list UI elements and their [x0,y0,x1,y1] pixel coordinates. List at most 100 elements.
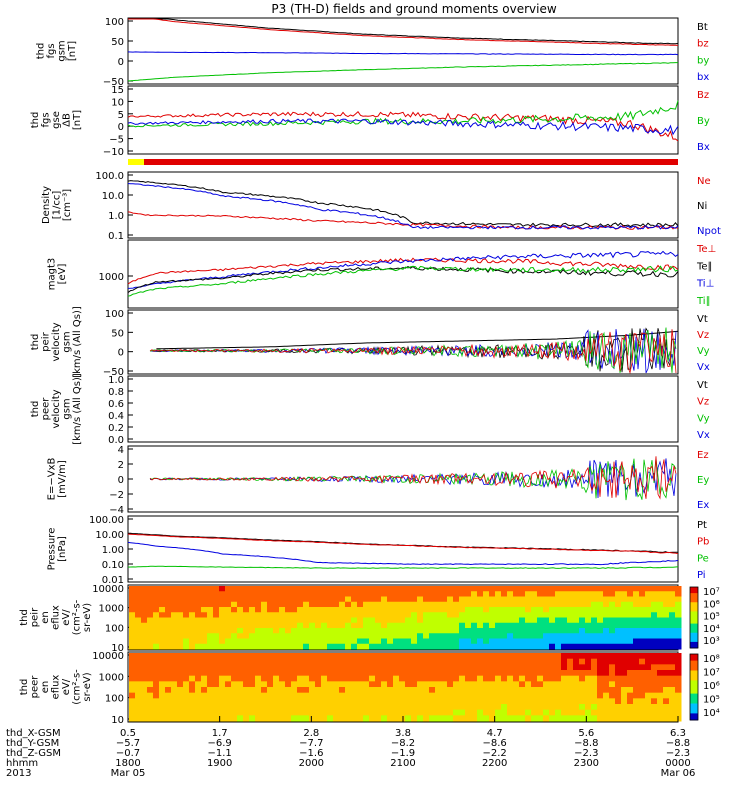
heatmap-cell [219,709,226,716]
heatmap-cell [363,622,370,629]
heatmap-cell [237,612,244,618]
heatmap-cell [537,633,544,639]
heatmap-cell [573,617,580,624]
heatmap-cell [501,687,508,694]
heatmap-cell [549,692,556,699]
heatmap-cell [483,622,490,629]
heatmap-cell [255,596,262,603]
heatmap-cell [315,596,322,603]
heatmap-cell [375,586,382,592]
heatmap-cell [213,670,220,677]
heatmap-cell [531,638,538,645]
x-tick-label-x: 1.7 [212,728,228,739]
heatmap-cell [231,601,238,608]
heatmap-cell [513,664,520,671]
heatmap-cell [315,675,322,682]
heatmap-cell [381,658,388,665]
heatmap-cell [609,643,616,650]
heatmap-cell [213,591,220,597]
heatmap-cell [609,628,616,634]
heatmap-cell [321,596,328,603]
heatmap-cell [201,586,208,592]
heatmap-cell [393,687,400,694]
heatmap-cell [345,596,352,603]
heatmap-cell [531,670,538,677]
heatmap-cell [549,658,556,665]
heatmap-cell [567,681,574,688]
y-tick-label: 100.00 [89,515,124,526]
heatmap-cell [447,612,454,618]
heatmap-cell [561,681,568,688]
heatmap-cell [561,687,568,694]
heatmap-cell [501,670,508,677]
heatmap-cell [525,698,532,705]
heatmap-cell [327,675,334,682]
heatmap-cell [597,596,604,603]
heatmap-cell [531,622,538,629]
x-tick-label-y: −7.7 [299,738,323,749]
heatmap-cell [159,704,166,711]
heatmap-cell [225,607,232,613]
heatmap-cell [213,586,220,592]
heatmap-cell [303,709,310,716]
heatmap-cell [459,638,466,645]
x-tick-label-time: 1800 [115,758,140,769]
heatmap-cell [645,715,652,722]
heatmap-cell [579,653,586,660]
heatmap-cell [501,704,508,711]
heatmap-cell [633,653,640,660]
y-axis-label: gse [51,111,62,129]
heatmap-cell [495,643,502,650]
heatmap-cell [453,601,460,608]
heatmap-cell [201,601,208,608]
heatmap-cell [315,653,322,660]
series-line-Bt [128,18,679,45]
heatmap-cell [315,681,322,688]
heatmap-cell [183,670,190,677]
heatmap-cell [513,612,520,618]
heatmap-cell [447,643,454,650]
heatmap-cell [471,607,478,613]
x-tick-label-y: −8.2 [391,738,415,749]
heatmap-cell [423,596,430,603]
heatmap-cell [639,715,646,722]
heatmap-cell [309,709,316,716]
heatmap-cell [435,675,442,682]
heatmap-cell [195,704,202,711]
heatmap-cell [453,704,460,711]
heatmap-cell [351,704,358,711]
heatmap-cell [183,586,190,592]
heatmap-cell [315,591,322,597]
heatmap-cell [399,601,406,608]
heatmap-cell [261,643,268,650]
heatmap-cell [309,692,316,699]
heatmap-cell [369,681,376,688]
heatmap-cell [327,622,334,629]
heatmap-cell [189,704,196,711]
heatmap-cell [183,617,190,624]
heatmap-cell [213,643,220,650]
heatmap-cell [159,681,166,688]
heatmap-cell [297,638,304,645]
heatmap-cell [183,658,190,665]
heatmap-cell [555,601,562,608]
heatmap-cell [303,643,310,650]
heatmap-cell [675,653,682,660]
y-tick-label: 10.0 [102,191,124,202]
heatmap-cell [189,715,196,722]
heatmap-cell [369,670,376,677]
heatmap-cell [249,596,256,603]
heatmap-cell [513,586,520,592]
y-axis-label: (cm²-s- [72,599,83,635]
heatmap-cell [435,617,442,624]
heatmap-cell [141,709,148,716]
heatmap-cell [405,612,412,618]
heatmap-cell [507,675,514,682]
heatmap-cell [165,692,172,699]
heatmap-cell [441,664,448,671]
heatmap-cell [201,612,208,618]
heatmap-cell [573,643,580,650]
heatmap-cell [171,675,178,682]
heatmap-cell [501,633,508,639]
heatmap-cell [201,664,208,671]
